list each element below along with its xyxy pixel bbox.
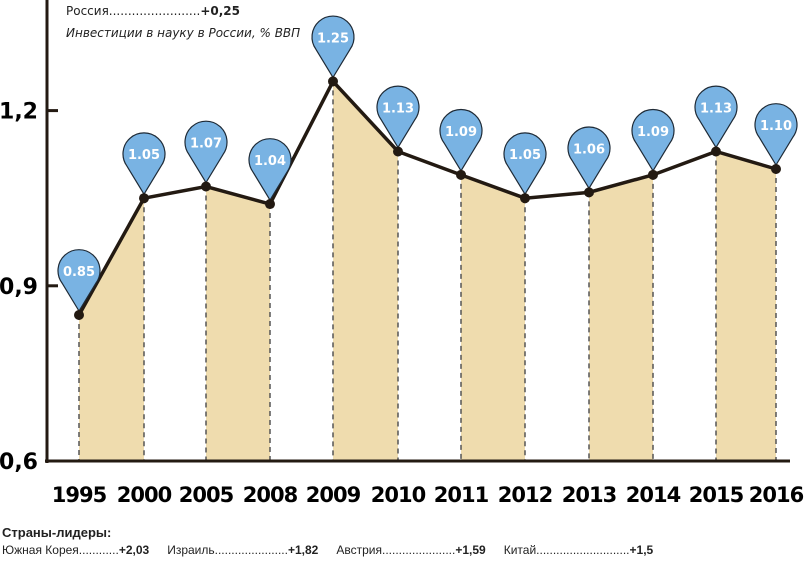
leader-item: Израиль......................+1,82 — [167, 543, 319, 557]
leader-item: Южная Корея............+2,03 — [2, 543, 150, 557]
pin-marker-icon — [631, 108, 675, 172]
area-fill — [716, 151, 776, 462]
pin-marker-icon — [57, 249, 101, 313]
data-label: 1.09 — [637, 125, 669, 140]
x-tick-label: 2014 — [626, 483, 681, 507]
data-label: 1.04 — [254, 154, 286, 169]
value-pin: 1.04 — [248, 138, 292, 202]
x-tick-label: 1995 — [52, 483, 107, 507]
pin-marker-icon — [754, 103, 798, 167]
chart-subtitle: Инвестиции в науку в России, % ВВП — [66, 26, 301, 40]
value-pin: 1.25 — [311, 15, 355, 79]
value-pin: 1.09 — [631, 108, 675, 172]
pin-marker-icon — [439, 108, 483, 172]
area-fill — [206, 186, 270, 461]
area-fill — [333, 81, 398, 462]
x-tick-label: 2010 — [371, 483, 426, 507]
data-point — [520, 193, 530, 204]
data-label: 1.13 — [700, 101, 732, 116]
x-tick-label: 2015 — [689, 483, 744, 507]
data-label: 1.25 — [317, 31, 349, 46]
leader-item: Китай............................+1,5 — [503, 543, 654, 557]
y-tick-label: 0,6 — [0, 450, 38, 475]
data-point — [771, 164, 781, 174]
pin-marker-icon — [122, 132, 166, 196]
data-point — [711, 146, 721, 157]
data-point — [265, 199, 275, 210]
value-pin: 1.05 — [122, 132, 166, 196]
x-tick-label: 2011 — [434, 483, 489, 507]
value-pin: 1.13 — [376, 85, 420, 149]
data-label: 1.13 — [382, 101, 414, 116]
header-russia: Россия........................+0,25 — [66, 4, 240, 18]
y-tick-label: 1,2 — [0, 100, 38, 125]
data-label: 1.07 — [190, 137, 222, 152]
data-label: 1.06 — [573, 142, 605, 157]
area-fill — [461, 174, 525, 461]
value-pin: 0.85 — [57, 249, 101, 313]
x-tick-label: 2012 — [498, 483, 552, 507]
footer-title: Страны-лидеры: — [2, 525, 112, 540]
x-tick-label: 2005 — [179, 483, 234, 507]
area-fill — [79, 198, 144, 461]
pin-marker-icon — [248, 138, 292, 202]
data-point — [328, 76, 338, 87]
pin-marker-icon — [694, 85, 738, 149]
header-value: +0,25 — [200, 4, 241, 18]
leader-item: Австрия......................+1,59 — [336, 543, 486, 557]
data-point — [139, 193, 149, 204]
data-point — [584, 187, 594, 198]
x-tick-label: 2000 — [117, 483, 172, 507]
header-country: Россия — [66, 4, 109, 18]
data-point — [648, 169, 658, 180]
pin-marker-icon — [311, 15, 355, 79]
value-pin: 1.05 — [503, 132, 547, 196]
value-pin: 1.07 — [184, 120, 228, 184]
series-line — [77, 78, 777, 316]
x-tick-label: 2016 — [749, 483, 804, 507]
data-label: 1.09 — [445, 125, 477, 140]
data-point — [201, 181, 211, 192]
pin-marker-icon — [503, 132, 547, 196]
header-dots: ........................ — [108, 4, 201, 18]
pin-marker-icon — [567, 126, 611, 190]
value-pin: 1.13 — [694, 85, 738, 149]
data-label: 1.10 — [760, 119, 792, 134]
pin-marker-icon — [184, 120, 228, 184]
area-fill — [589, 174, 653, 461]
data-label: 0.85 — [63, 265, 95, 280]
pin-marker-icon — [376, 85, 420, 149]
x-tick-label: 2008 — [243, 483, 298, 507]
x-tick-label: 2013 — [562, 483, 616, 507]
value-pin: 1.06 — [567, 126, 611, 190]
data-label: 1.05 — [509, 148, 541, 163]
y-tick-label: 0,9 — [0, 275, 38, 300]
value-pin: 1.10 — [754, 103, 798, 167]
data-point — [456, 169, 466, 180]
data-label: 1.05 — [128, 148, 160, 163]
x-tick-label: 2009 — [306, 483, 361, 507]
data-point — [393, 146, 403, 157]
footer-leaders: Южная Корея............+2,03 Израиль....… — [2, 543, 653, 557]
data-point — [74, 310, 84, 320]
value-pin: 1.09 — [439, 108, 483, 172]
line-chart: 0,6 0,9 1,2 1995 2000 2005 2008 2009 2010 2011 201… — [0, 0, 805, 507]
